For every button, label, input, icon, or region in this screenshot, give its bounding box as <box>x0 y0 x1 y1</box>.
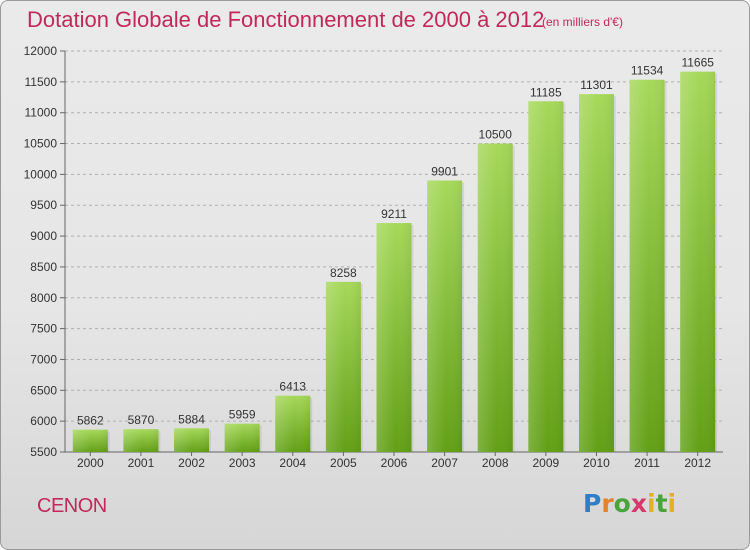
bar-value-label: 8258 <box>330 266 357 280</box>
bar-highlight <box>427 180 463 452</box>
bar-value-label: 9901 <box>431 164 458 178</box>
bar-highlight <box>578 94 614 452</box>
x-tick-label: 2010 <box>583 456 610 470</box>
y-tick-label: 6000 <box>30 414 57 428</box>
commune-name: CENON <box>37 495 107 517</box>
proxiti-logo: Proxiti <box>583 489 677 518</box>
y-tick-label: 8500 <box>30 260 57 274</box>
bar-value-label: 10500 <box>479 128 513 142</box>
bar-value-label: 6413 <box>279 380 306 394</box>
bar-value-label: 5862 <box>77 414 104 428</box>
x-tick-label: 2007 <box>431 456 458 470</box>
bar-value-label: 11665 <box>681 56 714 70</box>
bar-highlight <box>325 281 361 452</box>
bar-value-label: 11534 <box>631 64 664 78</box>
y-tick-label: 12000 <box>24 44 58 58</box>
bar-highlight <box>123 429 159 452</box>
y-tick-label: 7500 <box>30 322 57 336</box>
bar-value-label: 5884 <box>178 412 205 426</box>
y-tick-label: 10000 <box>24 167 58 181</box>
x-tick-label: 2011 <box>634 456 660 470</box>
y-tick-label: 11000 <box>25 106 58 120</box>
x-tick-label: 2012 <box>684 456 711 470</box>
x-tick-label: 2009 <box>532 456 559 470</box>
chart-unit: (en milliers d'€) <box>542 15 623 29</box>
bar-value-label: 5959 <box>229 408 256 422</box>
bar-value-label: 11185 <box>530 85 562 99</box>
bar-highlight <box>477 143 513 453</box>
x-tick-label: 2001 <box>128 456 155 470</box>
y-tick-label: 8000 <box>30 291 57 305</box>
bar-highlight <box>528 101 564 452</box>
y-tick-label: 6500 <box>30 383 57 397</box>
bar-highlight <box>72 429 108 452</box>
y-tick-label: 7000 <box>30 352 57 366</box>
bar-value-label: 11301 <box>580 78 613 92</box>
bar-highlight <box>275 395 311 452</box>
y-tick-label: 11500 <box>25 75 58 89</box>
x-tick-label: 2000 <box>77 456 104 470</box>
bar-value-label: 9211 <box>381 207 407 221</box>
x-tick-label: 2005 <box>330 456 357 470</box>
y-tick-label: 9500 <box>30 198 57 212</box>
bar-highlight <box>629 79 665 452</box>
x-tick-label: 2003 <box>229 456 256 470</box>
x-tick-label: 2006 <box>381 456 408 470</box>
x-tick-label: 2004 <box>279 456 306 470</box>
bar-highlight <box>680 71 716 452</box>
x-tick-label: 2008 <box>482 456 509 470</box>
y-tick-label: 5500 <box>30 445 57 459</box>
bar-highlight <box>224 423 260 452</box>
x-tick-label: 2002 <box>178 456 205 470</box>
bar-value-label: 5870 <box>128 413 155 427</box>
chart-title: Dotation Globale de Fonctionnement de 20… <box>27 7 545 32</box>
bar-highlight <box>174 428 210 452</box>
y-tick-label: 9000 <box>30 229 57 243</box>
bar-highlight <box>376 223 412 452</box>
y-tick-label: 10500 <box>24 137 58 151</box>
